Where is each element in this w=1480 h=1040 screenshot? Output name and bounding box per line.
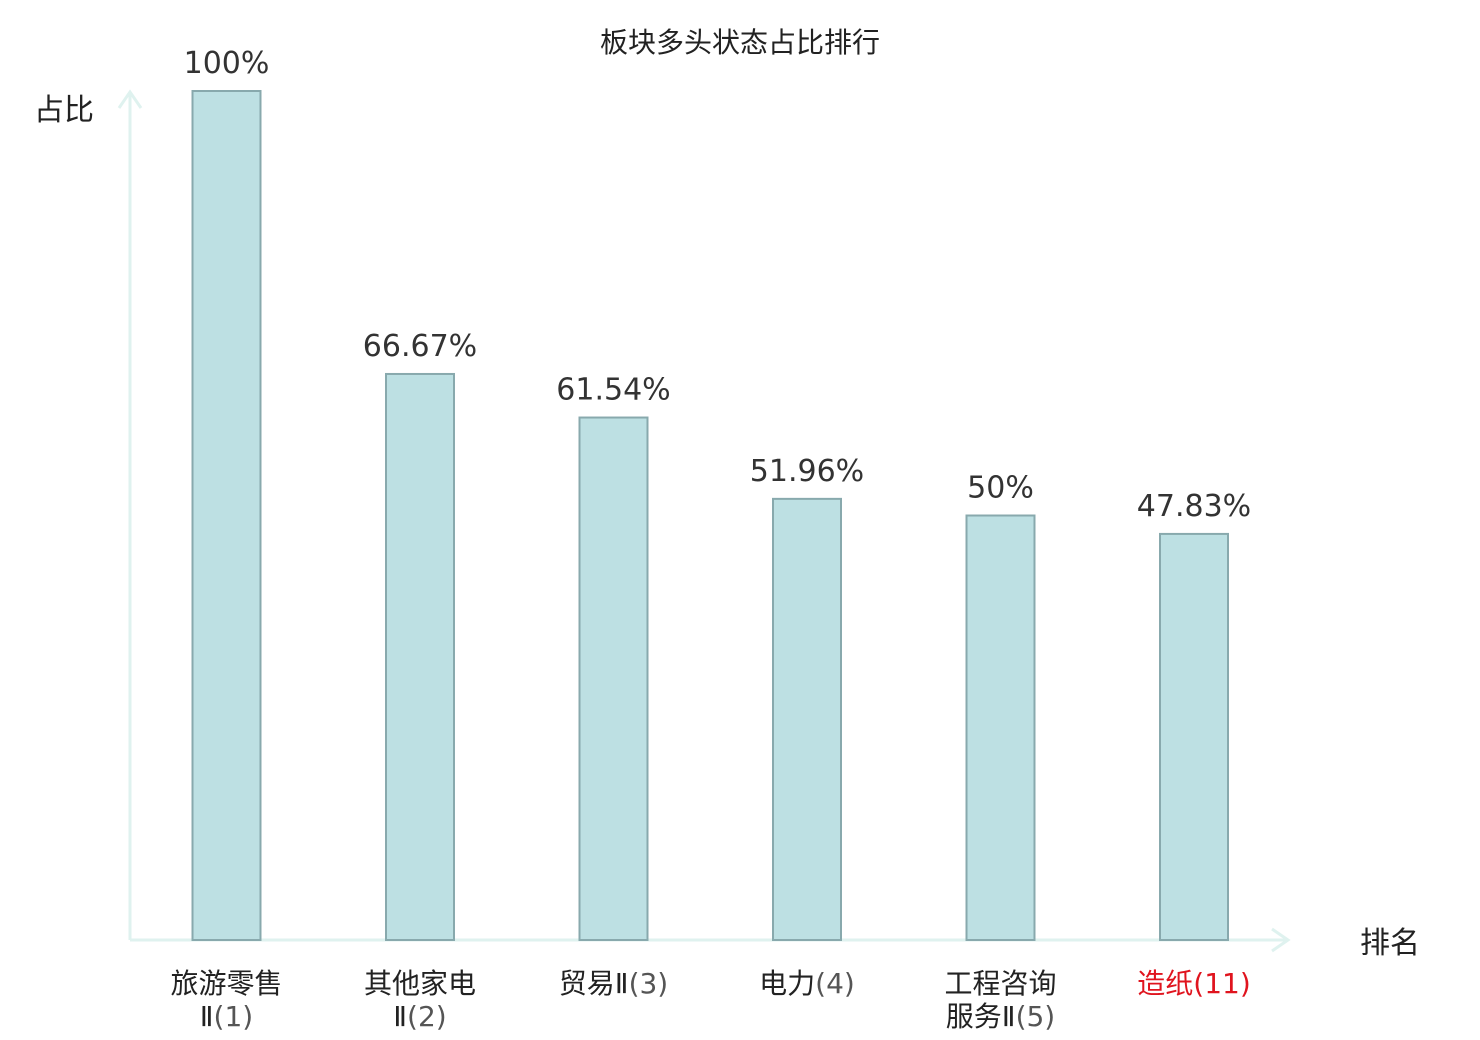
y-axis-label: 占比 xyxy=(34,93,94,128)
category-label-3: 贸易Ⅱ(3) xyxy=(559,967,668,1000)
bar-1 xyxy=(191,90,262,941)
bar-6 xyxy=(1159,532,1229,941)
category-label-2: 其他家电 Ⅱ(2) xyxy=(364,967,476,1033)
category-label-4: 电力(4) xyxy=(759,967,855,1000)
value-label-4: 51.96% xyxy=(750,454,864,489)
value-labels-group: 100% 66.67% 61.54% 51.96% 50% 47.83% xyxy=(184,46,1252,524)
value-label-3: 61.54% xyxy=(556,373,670,408)
y-axis xyxy=(117,89,143,940)
x-axis xyxy=(130,927,1291,953)
category-label-5: 工程咨询服务Ⅱ(5) xyxy=(944,967,1056,1033)
category-label-1: 旅游零售 Ⅱ(1) xyxy=(170,967,282,1033)
value-label-5: 50% xyxy=(967,471,1034,506)
y-axis-arrow xyxy=(117,89,143,109)
bars-group xyxy=(191,90,1229,942)
value-label-2: 66.67% xyxy=(363,329,477,364)
x-axis-arrow xyxy=(1271,927,1291,953)
category-labels-group: 旅游零售 Ⅱ(1) 其他家电 Ⅱ(2) 贸易Ⅱ(3) 电力(4) 工程咨询服务Ⅱ(5) 造纸(… xyxy=(170,967,1250,1033)
value-label-6: 47.83% xyxy=(1137,489,1251,524)
value-label-1: 100% xyxy=(184,46,270,81)
x-axis-label: 排名 xyxy=(1360,926,1420,961)
bar-5 xyxy=(965,514,1036,941)
category-label-6: 造纸(11) xyxy=(1137,967,1251,1000)
bar-2 xyxy=(385,372,455,942)
bar-3 xyxy=(578,416,649,941)
chart-title: 板块多头状态占比排行 xyxy=(600,26,880,59)
bar-4 xyxy=(772,497,842,941)
